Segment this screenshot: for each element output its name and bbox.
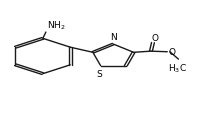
Text: H$_3$C: H$_3$C xyxy=(168,62,187,74)
Text: N: N xyxy=(110,33,117,42)
Text: O: O xyxy=(152,34,159,43)
Text: S: S xyxy=(97,69,102,78)
Text: NH$_2$: NH$_2$ xyxy=(47,20,65,32)
Text: O: O xyxy=(169,47,175,56)
